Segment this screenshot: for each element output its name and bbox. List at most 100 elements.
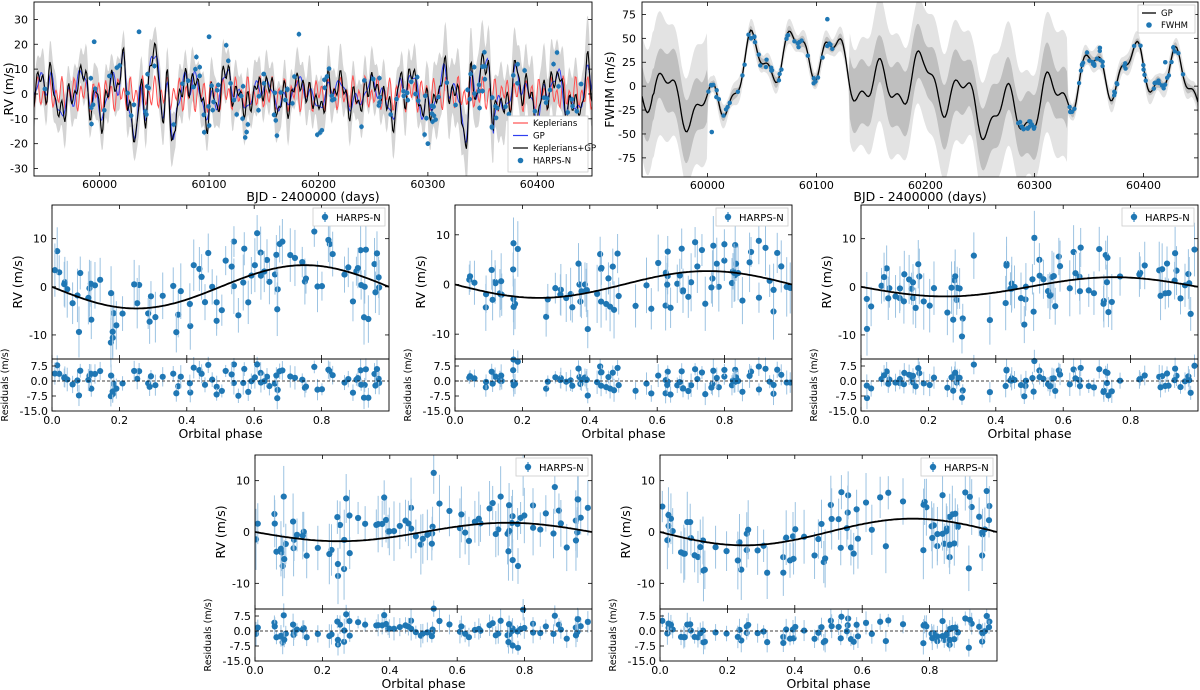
residual-point: [1104, 369, 1111, 377]
residual-point: [187, 389, 194, 396]
residual-y-tick-label: 7.5: [434, 360, 452, 373]
harps-n-point: [542, 510, 549, 517]
residual-point: [52, 370, 58, 377]
residual-point: [835, 623, 842, 631]
residual-point: [778, 371, 785, 378]
residual-point: [482, 378, 490, 386]
y-tick-label: 0: [648, 526, 655, 539]
residual-point: [281, 636, 288, 643]
residual-point: [159, 373, 166, 380]
residual-point: [1171, 377, 1178, 384]
harps-n-point: [128, 113, 134, 118]
harps-n-point: [790, 555, 797, 562]
residual-point: [280, 612, 287, 619]
residual-point: [575, 365, 582, 372]
harps-n-point: [322, 85, 328, 91]
harps-n-point: [419, 535, 426, 542]
harps-n-point: [444, 80, 450, 85]
residual-point: [271, 623, 278, 630]
harps-n-point: [694, 263, 701, 270]
residual-point: [314, 630, 321, 638]
harps-n-point: [429, 523, 436, 530]
harps-n-point: [466, 273, 474, 280]
harps-n-point: [721, 241, 728, 248]
harps-n-point: [230, 283, 237, 290]
harps-n-point: [778, 263, 785, 270]
residual-point: [510, 367, 517, 374]
harps-n-point: [251, 262, 258, 269]
residual-point: [868, 630, 875, 638]
y-tick-label: 0: [40, 281, 47, 294]
fwhm-point: [1138, 43, 1143, 48]
fwhm-point: [769, 68, 775, 73]
harps-n-point: [69, 300, 76, 307]
fwhm-point: [706, 89, 711, 94]
harps-n-point: [191, 84, 196, 90]
harps-n-point: [405, 97, 411, 103]
legend-box: [312, 207, 386, 227]
harps-n-point: [1159, 266, 1166, 273]
residual-point: [578, 376, 585, 384]
residual-point: [325, 366, 332, 373]
y-tick-label: -75: [618, 152, 636, 165]
residual-point: [827, 617, 834, 624]
fwhm-point: [763, 64, 769, 70]
harps-n-point: [1162, 290, 1169, 297]
fwhm-timeseries-plot: [642, 2, 1198, 177]
harps-n-point: [811, 552, 818, 559]
harps-n-point: [446, 507, 453, 515]
residual-point: [303, 634, 310, 641]
harps-n-point: [792, 526, 799, 533]
phase-panel-5-area: [660, 465, 997, 657]
harps-n-point: [597, 251, 604, 258]
residual-point: [930, 374, 938, 381]
harps-n-point: [877, 494, 884, 501]
x-axis-label: Orbital phase: [581, 426, 665, 441]
harps-n-point: [331, 96, 337, 102]
residual-point: [950, 387, 957, 394]
harps-n-point: [185, 78, 191, 84]
residual-point: [985, 624, 993, 631]
residual-point: [1177, 383, 1184, 391]
residual-point: [583, 376, 590, 383]
residual-point: [458, 623, 465, 630]
residual-point: [577, 623, 584, 630]
harps-n-point: [665, 511, 672, 519]
phase-panel-4-residual-frame: [254, 608, 593, 662]
residual-point: [939, 617, 946, 625]
harps-n-point: [1163, 260, 1171, 267]
residual-point: [862, 619, 870, 626]
harps-n-point: [554, 50, 560, 55]
harps-n-point: [198, 273, 205, 281]
residual-point: [365, 394, 372, 401]
fwhm-point: [792, 39, 797, 44]
residual-point: [863, 382, 870, 389]
fwhm-point: [742, 62, 747, 67]
residual-point: [213, 391, 220, 398]
harps-n-point: [710, 242, 717, 249]
harps-n-point: [266, 278, 273, 285]
harps-n-point: [281, 555, 288, 563]
harps-n-point: [926, 302, 933, 309]
harps-n-point: [847, 544, 855, 551]
residual-y-tick-label: 0.0: [31, 375, 49, 388]
harps-n-point: [1077, 244, 1084, 251]
residual-point: [520, 606, 527, 613]
residual-point: [986, 389, 993, 396]
fwhm-point: [1141, 67, 1146, 72]
harps-n-point: [584, 504, 591, 511]
residual-point: [1085, 382, 1092, 390]
harps-n-point: [770, 286, 777, 293]
legend-box: [1137, 4, 1196, 34]
harps-n-point: [424, 531, 431, 538]
residual-point: [552, 374, 559, 381]
harps-n-point: [959, 315, 966, 322]
y-tick-label: -20: [10, 138, 28, 151]
legend-label: HARPS-N: [739, 213, 784, 224]
fwhm-point: [1094, 56, 1100, 61]
harps-n-point: [946, 541, 954, 548]
harps-n-point: [584, 325, 591, 333]
residual-point: [371, 370, 378, 378]
harps-n-point: [290, 101, 295, 106]
fwhm-point: [748, 36, 754, 41]
